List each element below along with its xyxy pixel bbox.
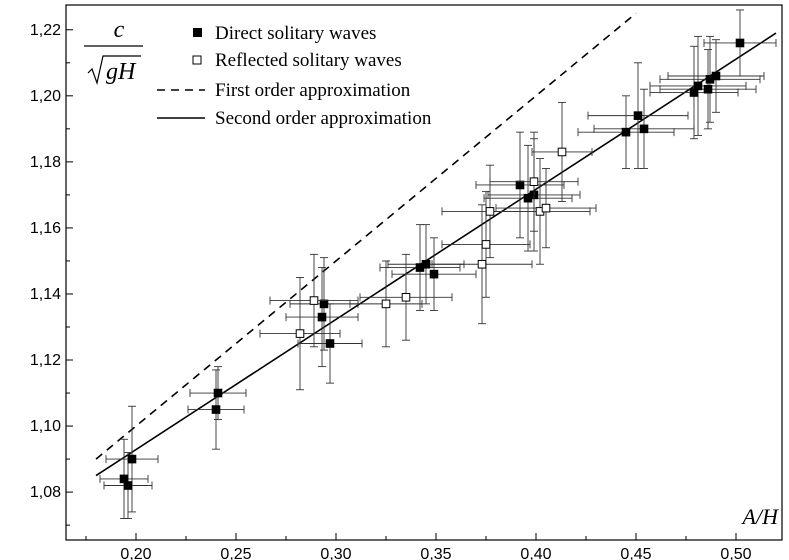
- x-tick-label: 0,25: [220, 546, 251, 560]
- legend-label-second-order: Second order approximation: [215, 108, 432, 129]
- reflected-wave-point: [309, 296, 319, 305]
- x-tick-label: 0,20: [120, 546, 151, 560]
- direct-wave-point: [211, 405, 221, 414]
- axis-ticks: 0,20 0,25 0,30 0,35 0,40 0,45 0,50 1,08 1,10 1,12…: [30, 22, 752, 560]
- x-tick-label: 0,30: [320, 546, 351, 560]
- direct-wave-point: [515, 180, 525, 190]
- x-tick-label: 0,40: [520, 546, 551, 560]
- direct-wave-point: [123, 481, 133, 490]
- legend-marker-reflected: [192, 55, 202, 65]
- direct-wave-point: [325, 339, 335, 348]
- y-axis-title-denominator: gH: [106, 59, 137, 85]
- reflected-wave-point: [401, 292, 411, 302]
- reflected-wave-point: [557, 147, 567, 157]
- direct-wave-point: [711, 71, 721, 81]
- y-axis-title: c gH: [84, 17, 143, 86]
- y-tick-label: 1,10: [30, 418, 61, 435]
- legend: Direct solitary waves Reflected solitary…: [157, 23, 432, 129]
- y-tick-label: 1,16: [30, 220, 61, 237]
- plot-content: [95, 9, 777, 519]
- direct-wave-point: [621, 127, 631, 137]
- direct-wave-point: [317, 312, 327, 322]
- direct-wave-point: [429, 269, 439, 279]
- direct-wave-point: [693, 81, 703, 91]
- y-tick-label: 1,08: [30, 484, 61, 501]
- reflected-wave-point: [295, 329, 305, 338]
- reflected-wave-point: [541, 203, 551, 213]
- x-axis-title: A/H: [741, 504, 780, 529]
- legend-marker-direct: [193, 28, 202, 37]
- direct-wave-point: [127, 454, 137, 464]
- second-order-line: [95, 32, 777, 477]
- direct-wave-point: [319, 299, 329, 309]
- direct-wave-point: [639, 124, 649, 134]
- direct-wave-point: [213, 388, 223, 398]
- legend-label-direct: Direct solitary waves: [215, 23, 376, 44]
- reflected-wave-point: [477, 259, 487, 269]
- direct-wave-point: [703, 84, 713, 94]
- y-tick-label: 1,12: [30, 352, 61, 369]
- direct-wave-point: [633, 111, 643, 120]
- direct-wave-point: [735, 38, 745, 48]
- y-axis-title-numerator: c: [114, 17, 125, 43]
- first-order-line: [95, 12, 637, 460]
- reflected-wave-point: [529, 177, 539, 186]
- y-axis-title-sqrt-sign: [87, 55, 141, 86]
- x-tick-label: 0,35: [420, 546, 451, 560]
- plot-frame: [65, 4, 783, 541]
- x-tick-label: 0,50: [720, 546, 751, 560]
- reflected-wave-point: [481, 240, 491, 249]
- legend-label-first-order: First order approximation: [215, 80, 411, 101]
- y-tick-label: 1,20: [30, 88, 61, 105]
- direct-wave-point: [421, 259, 431, 269]
- y-tick-label: 1,22: [30, 22, 61, 39]
- x-tick-label: 0,45: [620, 546, 651, 560]
- legend-label-reflected: Reflected solitary waves: [215, 50, 402, 71]
- reflected-wave-point: [381, 299, 391, 309]
- y-tick-label: 1,18: [30, 154, 61, 171]
- y-tick-label: 1,14: [30, 286, 61, 303]
- reflected-wave-point: [485, 207, 495, 216]
